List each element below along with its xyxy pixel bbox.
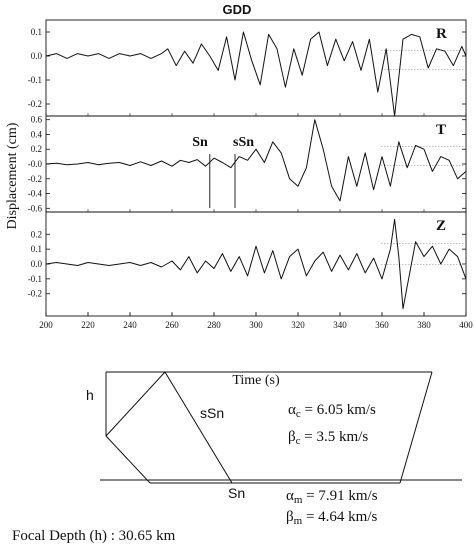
x-tick-label: 260 [165,320,179,330]
y-tick-label: 0.1 [31,27,42,37]
depth-label: h [86,387,94,403]
y-tick-label: -0.2 [28,289,42,299]
trace-R [45,31,467,117]
panel-frame [45,19,467,117]
x-tick-label: 200 [39,320,53,330]
mantle-beta: βm = 4.64 km/s [286,509,377,527]
y-tick-label: -0.1 [28,274,42,284]
y-tick-label: -0.2 [28,174,42,184]
y-tick-label: -0.2 [28,99,42,109]
x-tick-label: 300 [249,320,263,330]
crust-beta: βc = 3.5 km/s [288,429,368,447]
chart-title: GDD [223,2,252,17]
y-tick-label: -0.6 [28,203,43,213]
trace-T [45,119,467,202]
seismogram-panels: 0.1 0.0 -0.1 -0.2 R 0.6 0.4 0.2 -0.0 -0.2 -0.4 -0.6… [28,19,467,317]
x-tick-label: 360 [375,320,389,330]
y-tick-label: 0.6 [31,115,43,125]
ssn-ray-label: sSn [200,405,224,421]
y-tick-label: 0.0 [31,51,43,61]
ray-up [105,371,166,437]
mantle-alpha: αm = 7.91 km/s [286,488,378,506]
sn-ray-label: Sn [228,485,245,501]
x-tick-label: 400 [459,320,473,330]
x-tick-label: 340 [333,320,347,330]
ray-diagram: h sSn Sn αc = 6.05 km/s βc = 3.5 km/s αm… [12,371,462,544]
y-tick-label: -0.1 [28,75,42,85]
x-axis: 200 220 240 260 280 300 320 340 360 380 400 [39,113,473,330]
y-axis-label: Displacement (cm) [5,122,20,229]
focal-depth: Focal Depth (h) : 30.65 km [12,528,176,544]
y-tick-label: 0.4 [31,129,43,139]
x-tick-label: 240 [123,320,137,330]
x-axis-label: Time (s) [232,373,280,388]
crust-alpha: αc = 6.05 km/s [288,402,376,420]
y-tick-label: 0.2 [31,229,42,239]
x-tick-label: 380 [417,320,431,330]
phase-markers: Sn sSn [192,135,254,208]
x-tick-label: 280 [207,320,221,330]
ray-sn [105,435,151,484]
phase-label-Sn: Sn [192,135,208,150]
y-tick-label: 0.0 [31,259,43,269]
ray-to-station [399,371,433,484]
y-tick-label: -0.0 [28,159,43,169]
panel-Z: 0.2 0.1 0.0 -0.1 -0.2 Z [28,211,467,317]
phase-label-sSn: sSn [233,135,254,150]
component-label-T: T [436,122,446,138]
panel-R: 0.1 0.0 -0.1 -0.2 R [28,19,467,117]
y-tick-label: -0.4 [28,189,43,199]
panel-frame [45,115,467,213]
panel-frame [45,211,467,317]
component-label-R: R [436,26,447,42]
y-tick-label: 0.2 [31,144,42,154]
trace-Z [45,218,467,310]
y-tick-label: 0.1 [31,244,42,254]
ray-ssn [164,371,233,484]
x-tick-label: 220 [81,320,95,330]
panel-T: 0.6 0.4 0.2 -0.0 -0.2 -0.4 -0.6 T [28,115,467,213]
component-label-Z: Z [436,218,446,234]
x-tick-label: 320 [291,320,305,330]
